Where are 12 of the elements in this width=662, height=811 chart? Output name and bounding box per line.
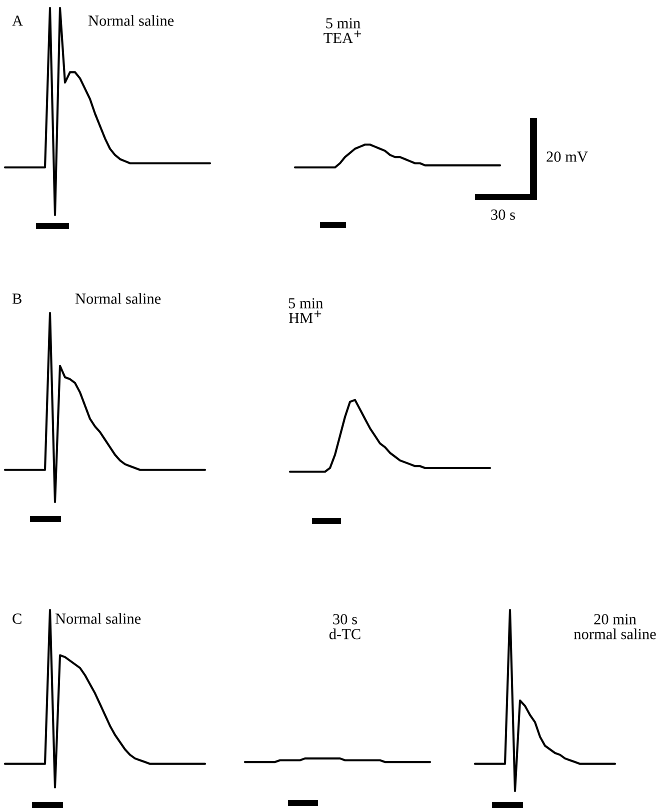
annotation: 5 min HM$^{+}$: [288, 298, 323, 324]
text: 20 mV: [546, 152, 588, 162]
annotation: C: [12, 614, 22, 624]
text: Normal saline: [75, 293, 161, 304]
annotation: 30 s: [491, 210, 515, 220]
annotation: Normal saline: [55, 613, 141, 624]
annotation: 20 min normal saline: [574, 614, 656, 640]
annotation: Normal saline: [88, 15, 174, 26]
annotation: A: [12, 16, 23, 26]
annotation: 5 min TEA$^{+}$: [324, 18, 362, 44]
annotation: 30 s d-TC: [329, 614, 360, 640]
text: B: [12, 294, 22, 304]
